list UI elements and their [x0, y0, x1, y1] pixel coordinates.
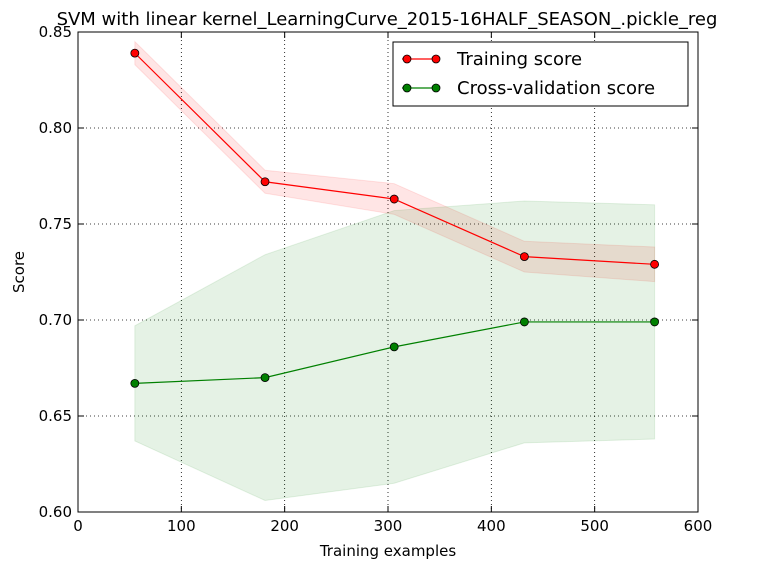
legend-box — [392, 41, 689, 107]
y-axis-label: Score — [10, 251, 28, 293]
chart-title: SVM with linear kernel_LearningCurve_201… — [57, 9, 718, 30]
confidence-bands — [134, 40, 656, 501]
x-tick-label: 300 — [374, 517, 403, 535]
legend-marker-0 — [431, 54, 441, 64]
data-point-0 — [520, 252, 529, 262]
data-point-0 — [650, 259, 659, 269]
chart-legend: Training score Cross-validation score — [392, 41, 689, 107]
x-axis-label: Training examples — [319, 542, 457, 560]
x-tick-label: 100 — [167, 517, 196, 535]
x-tick-label: 600 — [684, 517, 713, 535]
data-point-0 — [260, 177, 270, 187]
legend-items: Training score Cross-validation score — [402, 49, 655, 99]
legend-marker-1 — [431, 83, 441, 93]
data-point-1 — [260, 373, 270, 383]
legend-label-0: Training score — [456, 49, 582, 70]
x-tick-label: 0 — [73, 517, 83, 535]
y-tick-label: 0.60 — [39, 503, 72, 521]
confidence-band-0 — [134, 40, 656, 283]
y-tick-label: 0.65 — [39, 407, 72, 425]
y-tick-label: 0.80 — [39, 119, 72, 137]
y-tick-label: 0.85 — [39, 23, 72, 41]
data-point-1 — [130, 378, 140, 388]
data-point-1 — [520, 317, 529, 327]
grid-lines — [78, 32, 698, 512]
data-point-0 — [389, 194, 399, 204]
x-tick-label: 400 — [477, 517, 506, 535]
series-points — [130, 48, 659, 388]
data-point-0 — [130, 48, 140, 58]
legend-marker-1 — [402, 83, 412, 93]
axis-ticks: 0 100 200 300 400 500 600 0.60 0.65 0.70 0.75 0.80 0… — [39, 23, 713, 535]
data-point-1 — [650, 317, 659, 327]
legend-label-1: Cross-validation score — [457, 78, 655, 99]
x-tick-label: 200 — [270, 517, 299, 535]
legend-marker-0 — [402, 54, 412, 64]
y-tick-label: 0.70 — [39, 311, 72, 329]
data-point-1 — [389, 342, 399, 352]
y-tick-label: 0.75 — [39, 215, 72, 233]
x-tick-label: 500 — [580, 517, 609, 535]
